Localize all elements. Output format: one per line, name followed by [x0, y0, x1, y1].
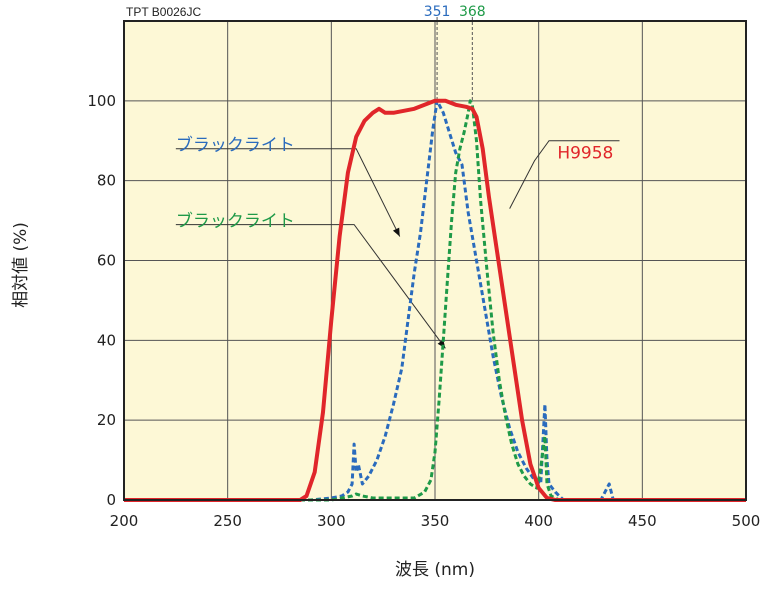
x-tick-label: 200	[110, 512, 139, 530]
y-tick-label: 80	[97, 172, 116, 190]
leader-line	[509, 140, 620, 209]
x-tick-label: 300	[317, 512, 346, 530]
x-axis-title: 波長 (nm)	[395, 560, 475, 580]
plot-frame	[123, 20, 747, 501]
series-line	[124, 99, 746, 502]
peak-marker-label: 368	[459, 4, 486, 20]
series-label: ブラックライト	[176, 211, 295, 232]
y-tick-label: 0	[106, 491, 116, 509]
leader-line	[175, 148, 401, 237]
y-tick-label: 20	[97, 411, 116, 429]
series-label: H9958	[557, 144, 613, 164]
x-tick-label: 350	[421, 512, 450, 530]
leader-line	[175, 224, 446, 349]
x-tick-label: 400	[524, 512, 553, 530]
x-tick-label: 250	[213, 512, 242, 530]
y-tick-label: 40	[97, 331, 116, 349]
peak-marker-label: 351	[424, 4, 451, 20]
series-line	[124, 98, 746, 502]
y-axis-title: 相対値 (%)	[11, 222, 31, 308]
x-tick-label: 500	[732, 512, 761, 530]
leader-arrowhead	[392, 227, 400, 237]
x-tick-label: 450	[628, 512, 657, 530]
tick-labels: 200 250 300 350 400 450 500 0 20 40 60 80 100	[87, 92, 760, 530]
series-label: ブラックライト	[176, 135, 295, 156]
leader-lines	[175, 140, 620, 349]
series-line	[124, 99, 746, 502]
y-tick-label: 100	[87, 92, 116, 110]
peak-markers: 351 368	[424, 4, 486, 101]
chart-code: TPT B0026JC	[126, 5, 201, 19]
y-tick-label: 60	[97, 252, 116, 270]
series-lines	[124, 98, 746, 502]
